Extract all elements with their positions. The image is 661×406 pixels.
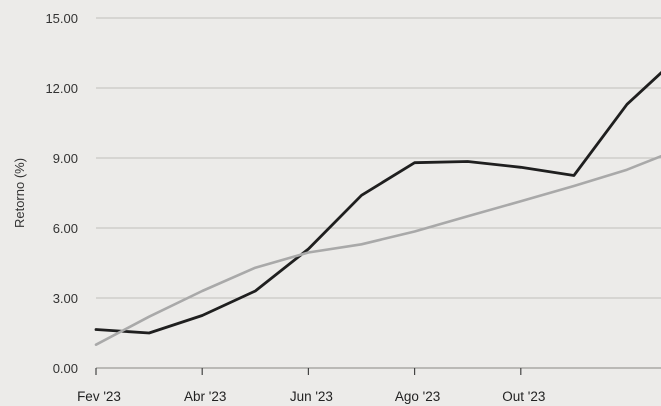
x-tick-label: Abr '23 (184, 389, 226, 404)
y-tick-label: 9.00 (53, 151, 78, 166)
y-tick-label: 15.00 (45, 11, 78, 26)
series-lines (94, 71, 661, 347)
series-line-1 (94, 71, 661, 335)
x-tick-label: Fev '23 (77, 389, 121, 404)
y-tick-label: 3.00 (53, 291, 78, 306)
x-tick-label: Jun '23 (290, 389, 333, 404)
series-line-2 (94, 154, 661, 347)
y-tick-label: 12.00 (45, 81, 78, 96)
y-tick-label: 0.00 (53, 361, 78, 376)
y-axis-labels: 0.00 3.00 6.00 9.00 12.00 15.00 (45, 11, 78, 376)
grid-lines (96, 17, 661, 369)
x-tick-label: Out '23 (502, 389, 545, 404)
x-axis: Fev '23 Abr '23 Jun '23 Ago '23 Out '23 (77, 368, 545, 404)
y-axis-title: Retorno (%) (12, 158, 27, 228)
x-tick-label: Ago '23 (395, 389, 440, 404)
y-tick-label: 6.00 (53, 221, 78, 236)
